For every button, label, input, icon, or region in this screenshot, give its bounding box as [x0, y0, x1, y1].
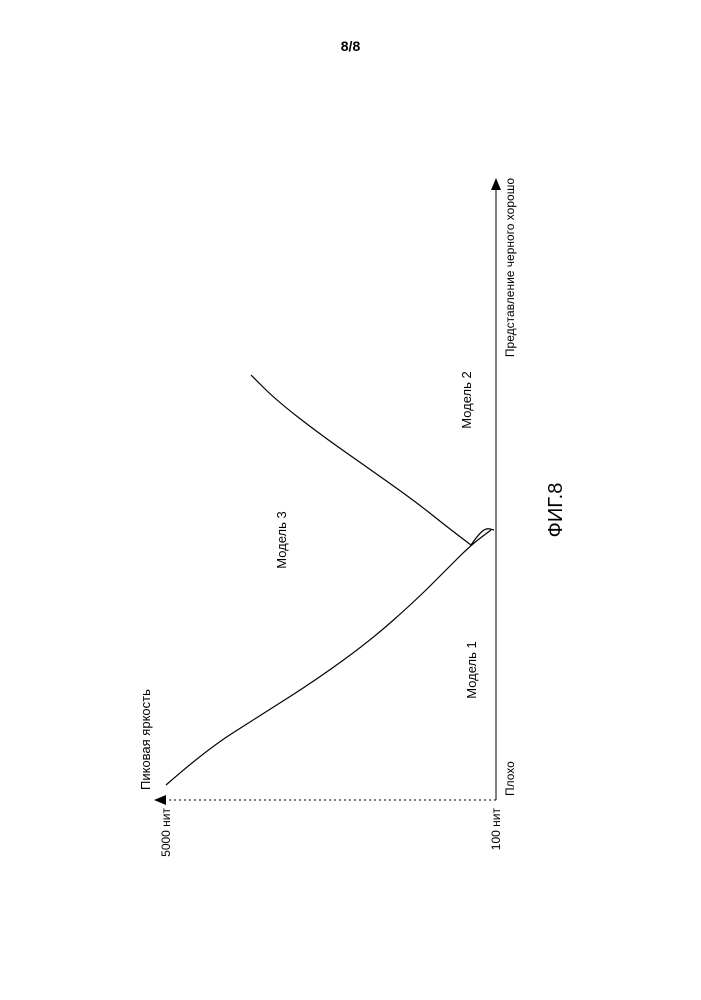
x-axis-arrow — [491, 178, 501, 190]
y-tick-bottom: 100 нит — [489, 808, 503, 851]
y-axis-label: Пиковая яркость — [138, 689, 153, 790]
region-model-2: Модель 2 — [459, 371, 474, 429]
x-label-right: Представление черного хорошо — [503, 178, 517, 357]
y-axis-arrow — [154, 795, 166, 805]
x-label-left: Плохо — [503, 761, 517, 796]
figure-caption: ФИГ.8 — [545, 483, 567, 538]
region-model-3: Модель 3 — [274, 511, 289, 569]
region-model-1: Модель 1 — [464, 641, 479, 699]
figure-svg: Пиковая яркость 5000 нит 100 нит Плохо П… — [116, 120, 586, 880]
figure-container: Пиковая яркость 5000 нит 100 нит Плохо П… — [116, 120, 586, 880]
page-number: 8/8 — [0, 38, 701, 54]
curve-left — [166, 530, 491, 785]
y-tick-top: 5000 нит — [159, 808, 173, 857]
